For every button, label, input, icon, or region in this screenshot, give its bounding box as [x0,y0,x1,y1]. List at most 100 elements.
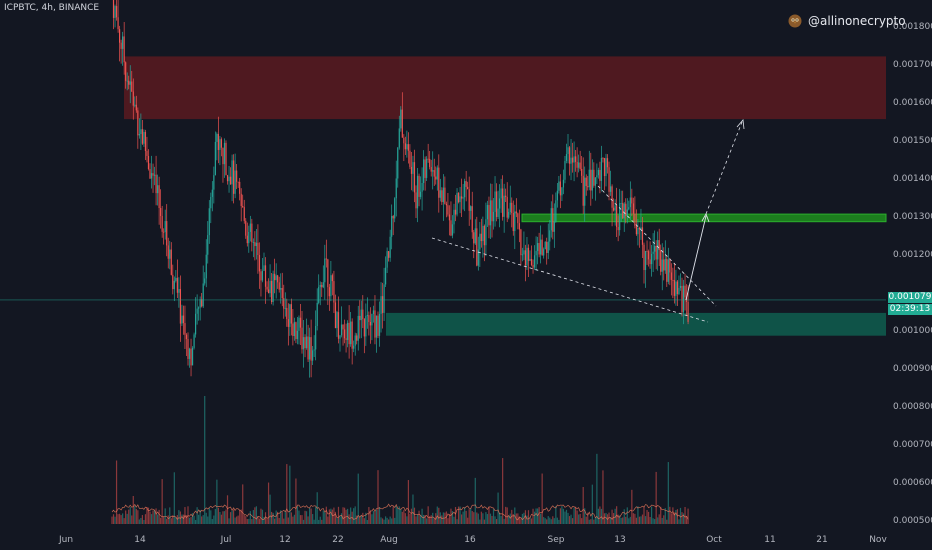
volume-bar [555,506,557,524]
volume-bar [415,516,417,524]
volume-bar [432,512,434,524]
volume-bar [524,510,527,524]
candle-body [324,258,326,283]
candle-body [609,186,612,192]
volume-bar [321,519,323,524]
candle-body [258,255,261,272]
candle-body [214,141,216,176]
candle-body [155,174,157,194]
candle-body [678,287,680,295]
candle-body [325,258,327,260]
volume-bar [217,507,219,524]
volume-bar [433,518,435,524]
volume-bar [611,509,613,524]
candle-body [423,159,425,183]
candle-body [600,157,603,181]
current-price-tag: 0.001079 [888,292,932,303]
candle-body [669,259,671,273]
candle-body [495,191,498,217]
candle-body [372,310,375,314]
candle-body [123,36,125,63]
candle-body [359,315,361,321]
candle-body [606,158,609,168]
volume-bar [465,510,467,524]
volume-bar [378,507,381,524]
candle-body [228,176,230,182]
volume-bar [231,510,233,524]
volume-bar [558,519,560,524]
volume-bar [388,519,390,524]
candle-body [503,195,505,217]
candle-body [565,153,568,162]
volume-bar [398,506,400,524]
volume-bar [622,517,624,524]
volume-bar [363,518,365,524]
candle-body [378,313,381,336]
volume-bar [667,462,669,524]
volume-bar [362,512,364,524]
time-axis-label: 21 [816,535,827,545]
volume-bar [251,519,253,524]
candle-body [160,208,162,216]
volume-bar [111,516,113,524]
volume-bar [375,509,378,524]
volume-bar [654,519,656,524]
volume-bar [454,507,457,524]
target-arrow [705,121,743,215]
candle-body [158,185,160,209]
candle-body [616,205,618,228]
volume-bar [336,517,338,524]
candle-body [682,285,685,313]
candle-body [170,249,172,275]
candle-body [479,233,481,250]
volume-bar [593,519,595,524]
volume-bar [324,512,326,524]
volume-bar [360,515,362,524]
candle-body [334,302,337,329]
volume-bar [243,514,245,524]
candle-body [243,207,245,221]
candle-body [655,245,657,260]
volume-bar [635,517,637,524]
candle-body [284,307,286,309]
candle-body [277,275,279,283]
volume-bar [482,513,484,524]
candle-body [413,162,416,193]
volume-bar [225,509,227,524]
volume-bar [673,512,675,524]
volume-bar [160,517,162,524]
volume-bar [464,507,466,524]
volume-bar [278,518,280,524]
volume-bar [447,518,449,524]
candle-body [237,181,239,183]
volume-bar [292,516,294,524]
volume-bar [214,508,216,524]
volume-bar [123,518,125,524]
volume-bar [503,518,505,524]
volume-bar [684,506,686,524]
candle-body [465,181,467,187]
candle-body [271,280,273,303]
symbol-label: ICPBTC, 4h, BINANCE [4,3,100,13]
volume-bar [473,512,475,524]
candle-body [353,345,355,349]
candle-body [318,286,320,303]
candle-body [520,229,522,256]
volume-bar [483,519,485,524]
volume-bar [517,513,519,524]
candle-body [319,285,321,287]
candle-body [278,282,280,290]
candle-body [163,231,165,233]
volume-bar [451,511,454,524]
volume-bar [421,508,423,524]
volume-bar [424,515,426,524]
candle-body [521,254,523,256]
candle-body [445,203,447,206]
volume-bar [289,465,291,524]
candle-body [424,159,426,178]
candle-body [120,42,122,49]
candle-body [581,169,583,176]
candle-body [371,313,373,326]
candle-body [505,195,507,198]
